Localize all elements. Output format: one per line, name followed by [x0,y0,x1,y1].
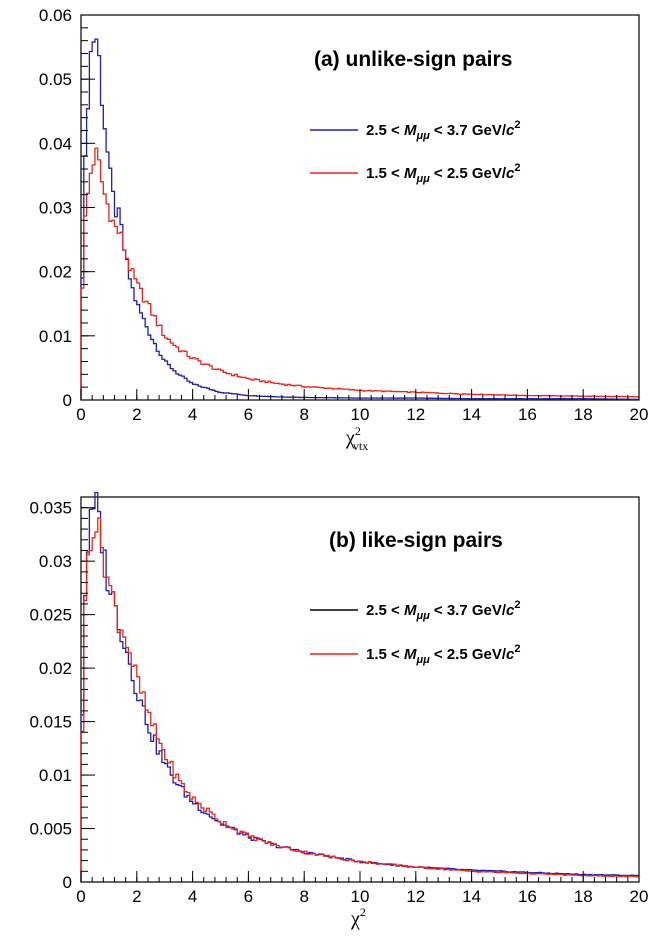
panel-b-x-tick-label: 2 [132,887,141,906]
panel-a-xlabel: χ2 vtx [345,424,368,453]
panel-a-x-tick-label: 2 [132,405,141,424]
panel-a-x-tick-label: 16 [518,405,537,424]
panel-b-y-tick-label: 0.02 [39,659,72,678]
panel-b-y-tick-label: 0.03 [39,552,72,571]
panel-b-series-1-histogram [80,517,639,882]
panel-a-x-tick-label: 8 [299,405,308,424]
panel-b-x-tick-label: 18 [574,887,593,906]
panel-b-legend: 2.5 < Mμμ < 3.7 GeV/c2 1.5 < Mμμ < 2.5 G… [310,599,521,666]
panel-b-y-tick-label: 0.005 [29,820,72,839]
panel-b-y-tick-label: 0.035 [29,499,72,518]
panel-a-x-tick-label: 14 [462,405,481,424]
panel-b-title: (b) like-sign pairs [329,529,503,552]
panel-b-y-tick-label: 0.01 [39,766,72,785]
panel-a-series-0-histogram [80,38,639,400]
panel-a-x-tick-label: 0 [76,405,85,424]
panel-b-x-tick-label: 6 [244,887,253,906]
panel-a-y-tick-label: 0.06 [39,6,72,25]
panel-a-y-tick-label: 0.01 [39,327,72,346]
panel-a-y-tick-label: 0.02 [39,263,72,282]
panel-b-x-tick-label: 16 [518,887,537,906]
panel-a-x-tick-label: 20 [630,405,649,424]
panel-b-legend-label-0: 2.5 < Mμμ < 3.7 GeV/c2 [366,599,521,622]
panel-b-series [80,491,639,882]
panel-b-x-tick-label: 10 [351,887,370,906]
panel-a-frame [80,14,640,401]
panel-a-x-tick-label: 6 [244,405,253,424]
panel-a-x-tick-label: 4 [188,405,197,424]
panel-b-legend-label-1: 1.5 < Mμμ < 2.5 GeV/c2 [366,643,521,666]
panel-a-y-tick-label: 0 [63,391,72,410]
panel-b-y-tick-label: 0 [63,873,72,892]
panel-a-legend-label-1: 1.5 < Mμμ < 2.5 GeV/c2 [366,162,521,185]
panel-a-y-tick-label: 0.03 [39,199,72,218]
panel-a-ticks: 0 2 4 6 8 10 12 14 16 18 20 0 0.01 0.02 0.03 0.04 0.05 0.… [39,6,649,424]
panel-b-xlabel: χ2 [350,905,366,930]
panel-a-y-tick-label: 0.05 [39,70,72,89]
panel-b-like-sign: 0 2 4 6 8 10 12 14 16 18 20 0 0.005 0.01 0.015 0.02 0.02… [29,491,649,930]
panel-b-y-tick-label: 0.015 [29,713,72,732]
panel-a-series-1-histogram [80,147,639,400]
panel-b-y-tick-label: 0.025 [29,606,72,625]
panel-a-legend: 2.5 < Mμμ < 3.7 GeV/c2 1.5 < Mμμ < 2.5 G… [310,119,521,185]
panel-b-x-tick-label: 12 [406,887,425,906]
panel-a-legend-label-0: 2.5 < Mμμ < 3.7 GeV/c2 [366,119,521,142]
panel-a-y-tick-label: 0.04 [39,134,72,153]
panel-b-x-tick-label: 4 [188,887,197,906]
panel-a-unlike-sign: 0 2 4 6 8 10 12 14 16 18 20 0 0.01 0.02 0.03 0.04 0.05 0.… [39,6,649,453]
panel-b-x-tick-label: 14 [462,887,481,906]
panel-b-x-tick-label: 0 [76,887,85,906]
panel-b-x-tick-label: 8 [299,887,308,906]
panel-a-x-tick-label: 10 [351,405,370,424]
panel-b-x-tick-label: 20 [630,887,649,906]
panel-b-ticks: 0 2 4 6 8 10 12 14 16 18 20 0 0.005 0.01 0.015 0.02 0.02… [29,496,649,906]
panel-a-x-tick-label: 18 [574,405,593,424]
panel-a-series [80,38,639,400]
panel-a-x-tick-label: 12 [406,405,425,424]
panel-b-frame [80,496,640,883]
panel-a-title: (a) unlike-sign pairs [314,48,512,71]
